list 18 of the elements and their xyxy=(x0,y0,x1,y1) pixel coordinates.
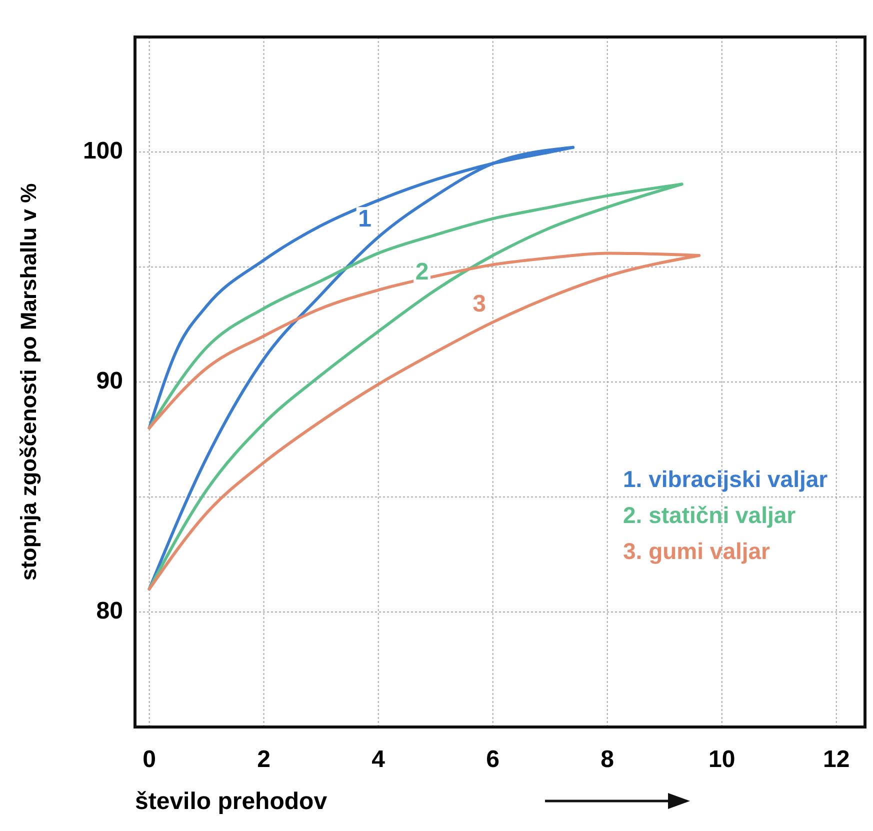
x-tick-label: 12 xyxy=(823,746,850,773)
annotation: 2 xyxy=(415,258,429,286)
x-tick-label: 6 xyxy=(486,746,500,773)
text: 3. gumi valjar xyxy=(623,538,770,564)
x-tick-label: 8 xyxy=(600,746,614,773)
y-axis-title: stopnja zgoščenosti po Marshallu v % xyxy=(16,183,41,581)
x-axis-title: število prehodov xyxy=(135,788,328,815)
x-tick-label: 0 xyxy=(142,746,156,773)
y-tick-label: 90 xyxy=(96,367,123,394)
y-tick-label: 100 xyxy=(82,137,123,164)
x-tick-label: 2 xyxy=(257,746,271,773)
text: 2. statični valjar xyxy=(623,502,796,528)
annotation: 1 xyxy=(358,205,372,232)
x-tick-label: 4 xyxy=(372,746,386,773)
y-tick-label: 80 xyxy=(96,597,123,624)
annotation: 3 xyxy=(472,290,486,318)
text: 1. vibracijski valjar xyxy=(623,466,828,492)
x-tick-label: 10 xyxy=(708,746,736,773)
